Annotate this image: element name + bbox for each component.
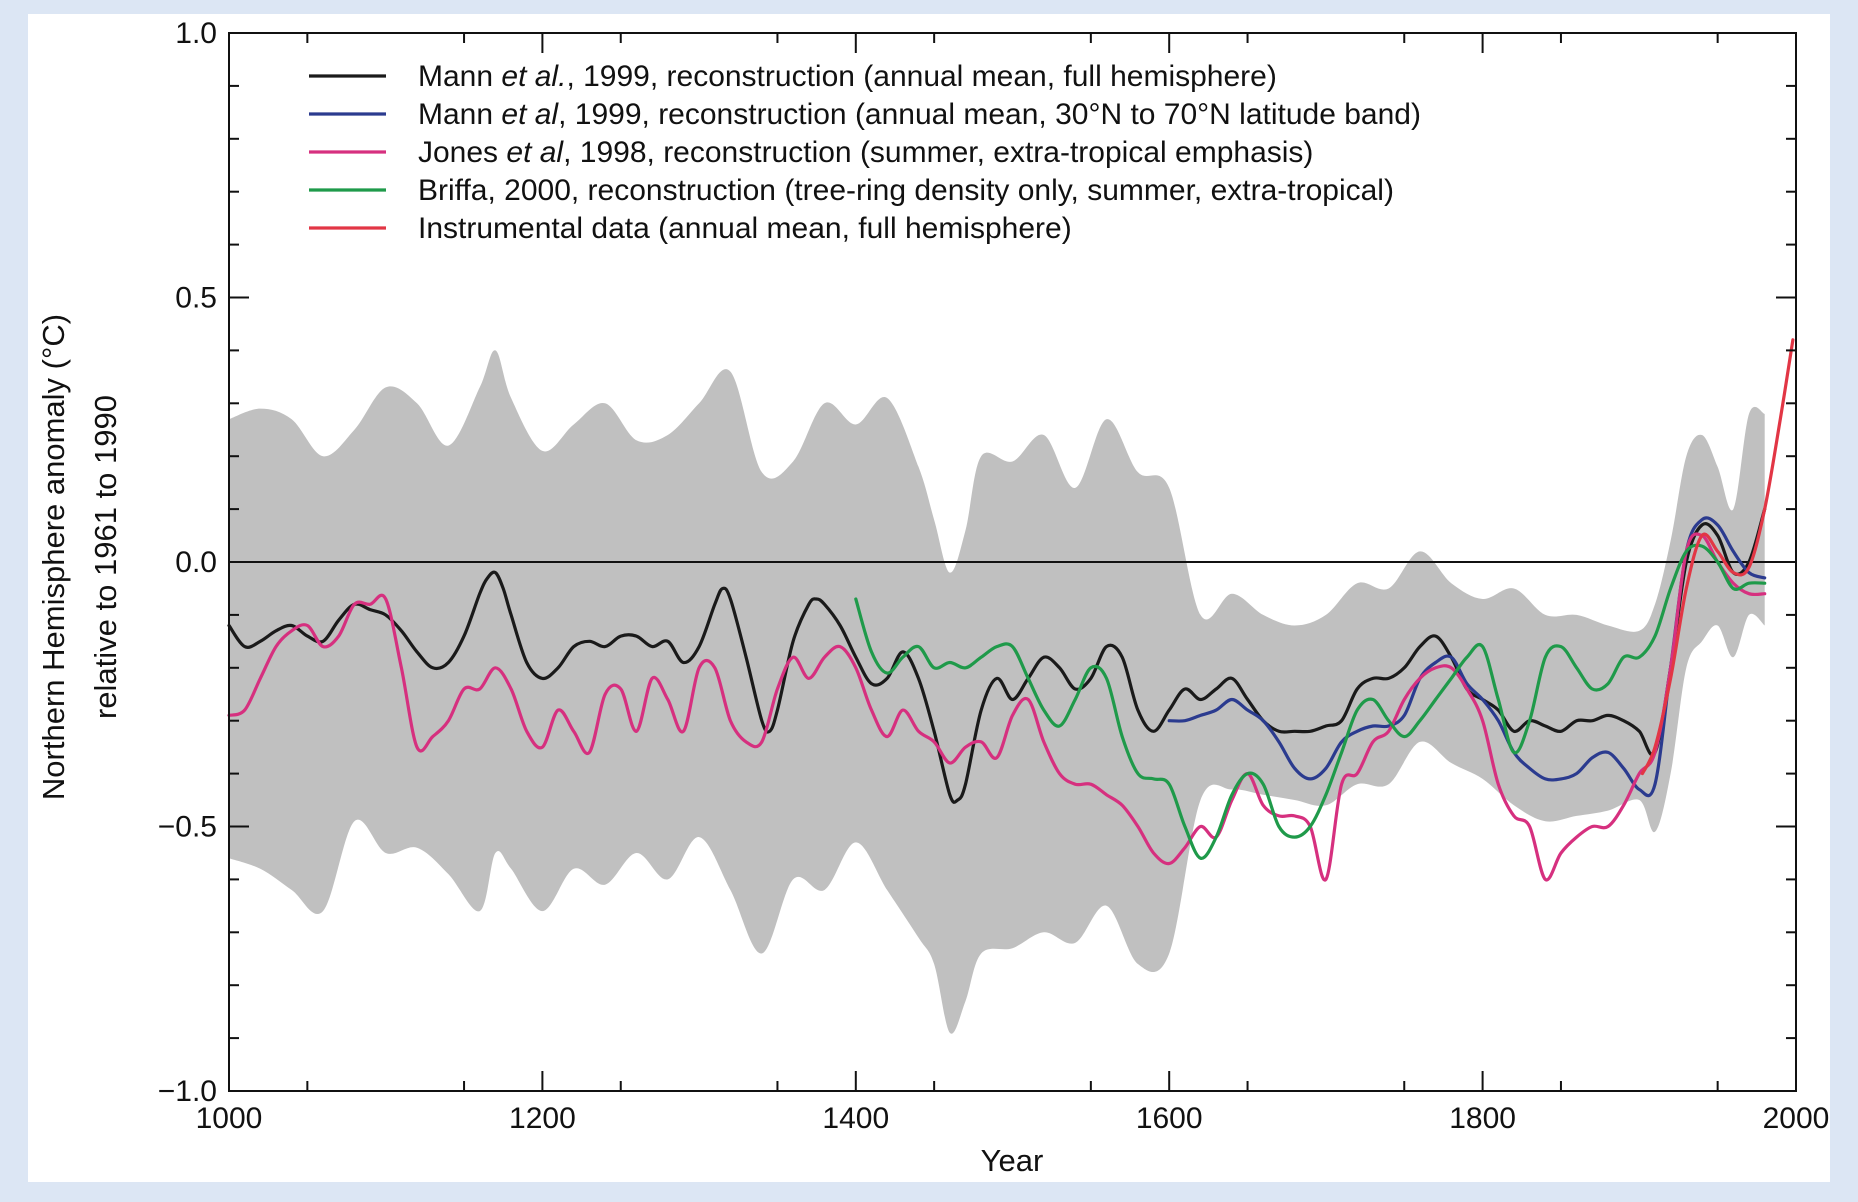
y-axis-title-line1: Northern Hemisphere anomaly (°C) xyxy=(36,314,71,800)
legend-label-italic: et al xyxy=(501,98,559,131)
axis-titles: Year Northern Hemisphere anomaly (°C) re… xyxy=(36,314,1043,1178)
x-tick-label: 1000 xyxy=(196,1102,263,1135)
x-tick-label: 1800 xyxy=(1449,1102,1516,1135)
y-tick-label: 0.5 xyxy=(175,282,217,315)
x-tick-label: 1400 xyxy=(822,1102,889,1135)
legend-label-5: Instrumental data (annual mean, full hem… xyxy=(418,212,1072,245)
legend-label-italic: et al. xyxy=(501,60,566,93)
series-line-4 xyxy=(854,543,1767,860)
legend-label-2: Mann et al, 1999, reconstruction (annual… xyxy=(418,98,1421,131)
uncertainty-band-layer xyxy=(229,350,1765,1034)
legend-label-text: , 1998, reconstruction (summer, extra-tr… xyxy=(563,136,1313,169)
legend-label-text: , 1999, reconstruction (annual mean, 30°… xyxy=(558,98,1421,131)
y-axis-title-line2: relative to 1961 to 1990 xyxy=(88,395,123,719)
legend-label-text: Instrumental data (annual mean, full hem… xyxy=(418,212,1072,245)
y-tick-label: −0.5 xyxy=(158,811,217,844)
uncertainty-band xyxy=(229,350,1765,1034)
legend-label-text: Jones xyxy=(418,136,506,169)
series-line-1 xyxy=(227,507,1767,804)
legend-label-text: , 1999, reconstruction (annual mean, ful… xyxy=(566,60,1276,93)
y-tick-label: −1.0 xyxy=(158,1075,217,1108)
x-tick-label: 1600 xyxy=(1136,1102,1203,1135)
legend-label-text: Mann xyxy=(418,98,501,131)
legend-label-4: Briffa, 2000, reconstruction (tree-ring … xyxy=(418,174,1394,207)
legend-label-3: Jones et al, 1998, reconstruction (summe… xyxy=(418,136,1313,169)
x-axis-title: Year xyxy=(981,1143,1044,1178)
x-tick-label: 2000 xyxy=(1763,1102,1830,1135)
y-tick-label: 0.0 xyxy=(175,546,217,579)
axes-layer: 1000 1200 1400 1600 1800 2000 1.0 0.5 0.0 −0.5 −1.… xyxy=(158,17,1830,1135)
legend-label-italic: et al xyxy=(506,136,564,169)
series-layer xyxy=(227,338,1795,882)
series-line-5 xyxy=(1640,338,1795,776)
series-line-3 xyxy=(227,532,1767,882)
legend: Mann et al., 1999, reconstruction (annua… xyxy=(309,60,1421,245)
legend-label-1: Mann et al., 1999, reconstruction (annua… xyxy=(418,60,1277,93)
x-tick-label: 1200 xyxy=(509,1102,576,1135)
legend-label-text: Briffa, 2000, reconstruction (tree-ring … xyxy=(418,174,1394,207)
y-tick-label: 1.0 xyxy=(175,17,217,50)
legend-label-text: Mann xyxy=(418,60,501,93)
